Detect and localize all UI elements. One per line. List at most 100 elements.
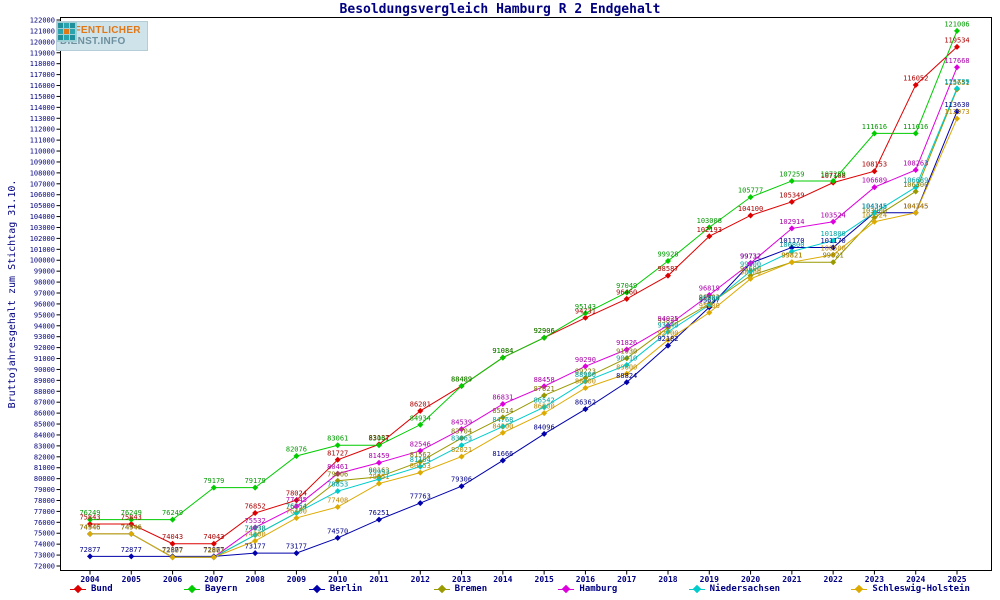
svg-text:106689: 106689	[862, 177, 887, 185]
svg-text:72807: 72807	[203, 547, 224, 555]
svg-text:113630: 113630	[944, 101, 969, 109]
svg-text:102000: 102000	[30, 235, 55, 243]
svg-text:113000: 113000	[30, 115, 55, 123]
svg-text:107259: 107259	[779, 170, 804, 178]
svg-text:93440: 93440	[657, 321, 678, 329]
svg-text:88489: 88489	[451, 375, 472, 383]
svg-text:2018: 2018	[658, 575, 677, 584]
svg-text:114000: 114000	[30, 104, 55, 112]
svg-text:82000: 82000	[34, 453, 55, 461]
svg-text:86542: 86542	[534, 397, 555, 405]
svg-text:92906: 92906	[534, 327, 555, 335]
svg-text:103524: 103524	[862, 211, 887, 219]
legend-item-bund: Bund	[70, 584, 113, 594]
svg-text:77408: 77408	[327, 496, 348, 504]
svg-text:81666: 81666	[492, 450, 513, 458]
svg-text:99821: 99821	[823, 252, 844, 260]
svg-text:111616: 111616	[862, 123, 887, 131]
svg-text:73000: 73000	[34, 552, 55, 560]
svg-text:84768: 84768	[492, 416, 513, 424]
legend-item-bremen: Bremen	[433, 584, 487, 594]
svg-text:80163: 80163	[368, 466, 389, 474]
svg-text:89000: 89000	[34, 377, 55, 385]
svg-text:88000: 88000	[34, 388, 55, 396]
svg-text:101000: 101000	[30, 246, 55, 254]
svg-text:80553: 80553	[410, 462, 431, 470]
legend-label: Schleswig-Holstein	[872, 584, 970, 594]
svg-text:93000: 93000	[34, 333, 55, 341]
svg-text:2017: 2017	[617, 575, 636, 584]
svg-text:98000: 98000	[34, 279, 55, 287]
svg-text:2021: 2021	[782, 575, 801, 584]
legend-item-hamburg: Hamburg	[558, 584, 617, 594]
svg-text:80000: 80000	[34, 475, 55, 483]
svg-text:74946: 74946	[121, 523, 142, 531]
svg-text:106300: 106300	[903, 181, 928, 189]
svg-text:78024: 78024	[286, 490, 307, 498]
svg-text:72807: 72807	[162, 547, 183, 555]
svg-text:100800: 100800	[779, 241, 804, 249]
svg-text:91084: 91084	[492, 347, 513, 355]
svg-text:95143: 95143	[575, 303, 596, 311]
svg-text:112000: 112000	[30, 126, 55, 134]
svg-text:87621: 87621	[534, 385, 555, 393]
svg-text:101170: 101170	[820, 237, 845, 245]
legend-item-schleswig-holstein: Schleswig-Holstein	[851, 584, 970, 594]
svg-text:101800: 101800	[820, 230, 845, 238]
svg-text:108153: 108153	[862, 161, 887, 169]
legend-marker-icon	[308, 584, 325, 594]
svg-text:121006: 121006	[944, 20, 969, 28]
svg-text:96000: 96000	[34, 300, 55, 308]
svg-text:116000: 116000	[30, 82, 55, 90]
svg-text:103000: 103000	[30, 224, 55, 232]
svg-text:109000: 109000	[30, 158, 55, 166]
svg-text:86831: 86831	[492, 394, 513, 402]
svg-text:104345: 104345	[862, 202, 887, 210]
svg-text:77763: 77763	[410, 493, 431, 501]
svg-text:79953: 79953	[368, 469, 389, 477]
svg-text:99821: 99821	[781, 252, 802, 260]
svg-text:91030: 91030	[616, 348, 637, 356]
legend-label: Hamburg	[579, 584, 618, 594]
svg-text:103900: 103900	[862, 207, 887, 215]
svg-text:76249: 76249	[121, 509, 142, 517]
svg-text:76000: 76000	[34, 519, 55, 527]
svg-text:77445: 77445	[286, 496, 307, 504]
svg-text:83063: 83063	[451, 435, 472, 443]
svg-text:96460: 96460	[616, 288, 637, 296]
legend-marker-icon	[558, 584, 575, 594]
svg-text:81562: 81562	[410, 451, 431, 459]
svg-text:88458: 88458	[534, 376, 555, 384]
svg-text:2007: 2007	[204, 575, 223, 584]
svg-text:72807: 72807	[162, 547, 183, 555]
legend-item-bayern: Bayern	[183, 584, 238, 594]
svg-text:108000: 108000	[30, 169, 55, 177]
svg-text:97049: 97049	[616, 282, 637, 290]
svg-text:74946: 74946	[79, 523, 100, 531]
svg-text:104345: 104345	[903, 202, 928, 210]
svg-text:74300: 74300	[245, 530, 266, 538]
svg-text:74043: 74043	[203, 533, 224, 541]
svg-text:105349: 105349	[779, 191, 804, 199]
svg-text:83704: 83704	[451, 428, 472, 436]
svg-text:111000: 111000	[30, 137, 55, 145]
svg-text:106689: 106689	[903, 177, 928, 185]
svg-text:102914: 102914	[779, 218, 804, 226]
svg-text:99928: 99928	[657, 251, 678, 259]
svg-text:78000: 78000	[34, 497, 55, 505]
legend-label: Bayern	[204, 584, 238, 594]
legend-marker-icon	[183, 584, 200, 594]
svg-text:74946: 74946	[79, 523, 100, 531]
svg-text:95000: 95000	[34, 311, 55, 319]
legend-marker-icon	[851, 584, 868, 594]
svg-text:108263: 108263	[903, 160, 928, 168]
svg-text:76251: 76251	[368, 509, 389, 517]
svg-text:87000: 87000	[34, 399, 55, 407]
svg-text:76400: 76400	[286, 507, 307, 515]
svg-text:86362: 86362	[575, 399, 596, 407]
svg-text:76249: 76249	[162, 509, 183, 517]
svg-text:74946: 74946	[121, 523, 142, 531]
svg-text:75532: 75532	[245, 517, 266, 525]
svg-text:98587: 98587	[657, 265, 678, 273]
svg-text:91084: 91084	[492, 347, 513, 355]
